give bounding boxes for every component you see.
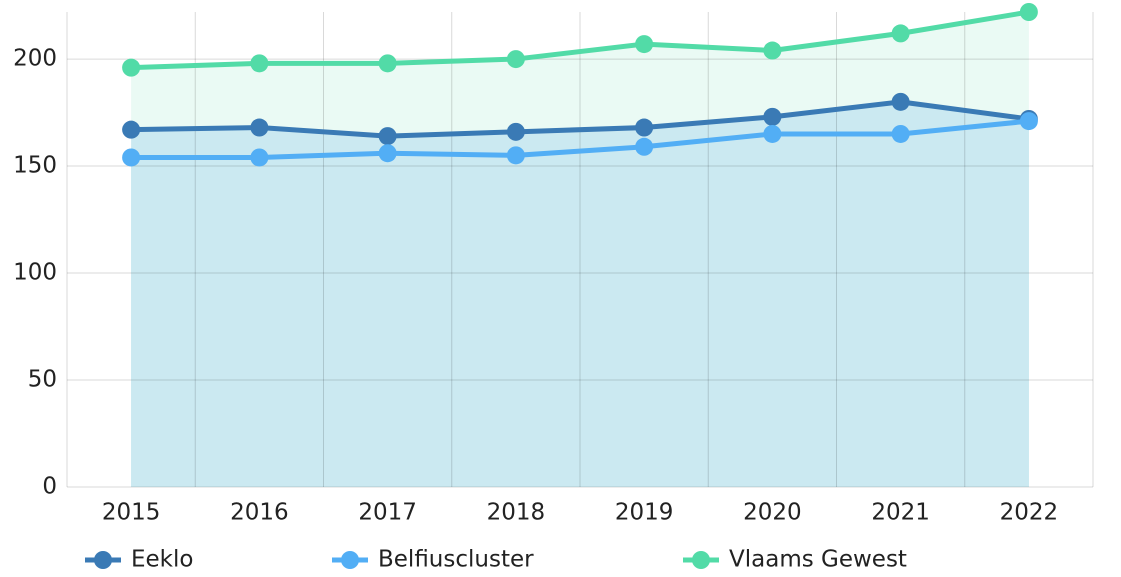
point	[378, 144, 397, 163]
point	[1019, 112, 1038, 131]
x-tick-label: 2018	[487, 500, 546, 526]
x-tick-label: 2019	[615, 500, 674, 526]
area	[131, 121, 1029, 488]
y-tick-label: 150	[13, 153, 57, 179]
point	[763, 107, 782, 126]
x-tick-label: 2015	[102, 500, 161, 526]
point	[506, 122, 525, 141]
y-tick-label: 50	[28, 367, 57, 393]
point	[378, 54, 397, 73]
point	[506, 50, 525, 69]
point	[122, 120, 141, 139]
point	[122, 58, 141, 77]
x-tick-label: 2021	[871, 500, 930, 526]
legend-label: Belfiuscluster	[378, 547, 534, 573]
point	[891, 124, 910, 143]
point	[506, 146, 525, 165]
x-tick-label: 2022	[1000, 500, 1059, 526]
point	[122, 148, 141, 167]
legend-marker	[94, 551, 112, 569]
legend-marker	[341, 551, 359, 569]
line	[131, 118, 1030, 160]
point	[250, 118, 269, 137]
legend-label: Vlaams Gewest	[729, 547, 907, 573]
point	[250, 148, 269, 167]
point	[635, 137, 654, 156]
point	[1019, 3, 1038, 21]
line	[131, 9, 1030, 71]
point	[635, 118, 654, 137]
point	[891, 24, 910, 43]
x-tick-label: 2020	[743, 500, 802, 526]
point	[250, 54, 269, 73]
legend-label: Eeklo	[131, 547, 193, 573]
point	[378, 127, 397, 146]
point	[763, 124, 782, 143]
point	[635, 35, 654, 54]
y-tick-label: 0	[42, 474, 57, 500]
x-tick-label: 2017	[358, 500, 417, 526]
point	[763, 41, 782, 60]
point	[891, 92, 910, 111]
y-tick-label: 200	[13, 46, 57, 72]
line	[131, 99, 1030, 139]
y-tick-label: 100	[13, 260, 57, 286]
x-tick-label: 2016	[230, 500, 289, 526]
legend-marker	[692, 551, 710, 569]
